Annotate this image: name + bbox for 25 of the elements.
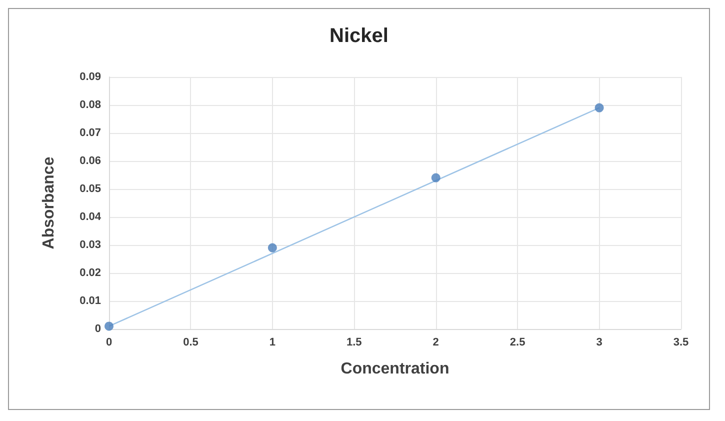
y-tick-label: 0.09 bbox=[80, 71, 101, 83]
x-tick-label: 0 bbox=[106, 336, 112, 348]
x-tick-label: 2.5 bbox=[510, 336, 526, 348]
y-tick-label: 0.03 bbox=[80, 239, 101, 251]
x-axis-title: Concentration bbox=[340, 360, 450, 378]
y-tick-label: 0.04 bbox=[80, 211, 102, 223]
y-tick-label: 0.02 bbox=[80, 267, 101, 279]
x-tick-label: 1 bbox=[269, 336, 276, 348]
y-tick-label: 0.07 bbox=[80, 127, 101, 139]
point bbox=[104, 322, 114, 331]
x-tick-label: 3 bbox=[596, 336, 602, 348]
y-tick-label: 0.06 bbox=[80, 155, 101, 167]
x-tick-label: 2 bbox=[432, 336, 439, 348]
point bbox=[268, 243, 277, 252]
y-tick-label: 0.05 bbox=[80, 183, 101, 195]
x-tick-label: 0.5 bbox=[183, 336, 198, 348]
y-tick-label: 0 bbox=[94, 323, 101, 335]
point bbox=[594, 103, 604, 112]
x-tick-label: 3.5 bbox=[673, 336, 689, 348]
y-tick-label: 0.08 bbox=[80, 99, 101, 111]
y-tick-label: 0.01 bbox=[80, 295, 101, 307]
x-tick-label: 1.5 bbox=[346, 336, 362, 348]
point bbox=[431, 173, 440, 182]
chart-title: Nickel bbox=[330, 25, 388, 47]
y-axis-title: Absorbance bbox=[40, 156, 58, 250]
